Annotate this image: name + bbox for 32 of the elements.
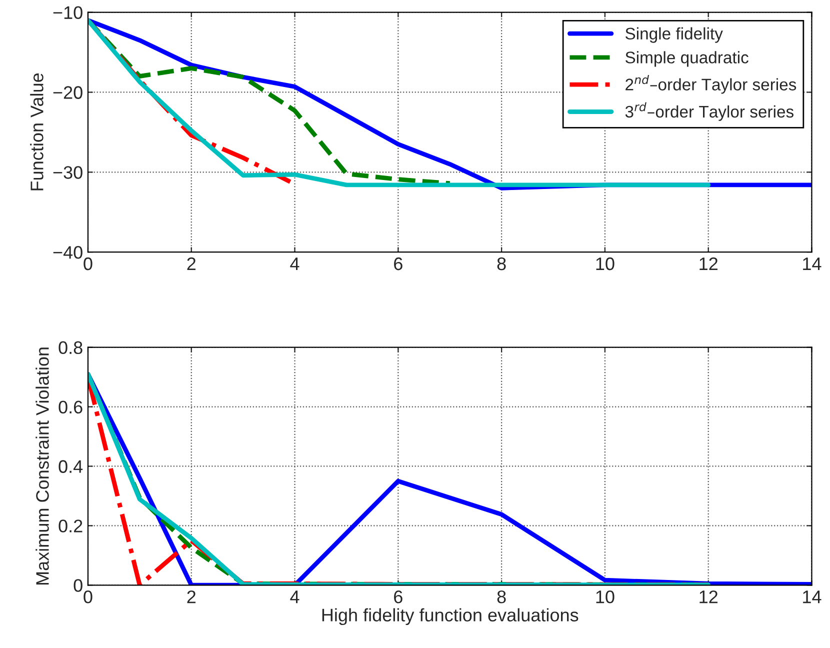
- y-tick-label: 0.8: [58, 341, 82, 354]
- x-tick-label: 10: [596, 590, 614, 604]
- x-tick-label: 4: [290, 590, 300, 604]
- x-tick-label: 12: [700, 257, 718, 270]
- y-tick-label: −10: [53, 6, 82, 20]
- legend-label: 3$^{rd}$–order Taylor series: [625, 102, 794, 121]
- x-tick-label: 14: [803, 590, 822, 604]
- legend-label: Single fidelity: [626, 27, 723, 43]
- x-axis-title: High fidelity function evaluations: [322, 608, 578, 626]
- y-tick-label: −40: [53, 246, 82, 259]
- x-tick-label: 10: [596, 257, 614, 270]
- x-tick-label: 0: [84, 257, 92, 270]
- y-tick-label: 0: [74, 579, 82, 592]
- y-tick-label: 0.2: [58, 520, 82, 532]
- y-axis-title: Maximum Constraint Violation: [36, 348, 49, 585]
- x-tick-label: 8: [497, 590, 506, 604]
- y-axis-title: Function Value: [30, 73, 44, 190]
- x-tick-label: 6: [394, 590, 402, 604]
- x-tick-label: 2: [187, 590, 196, 604]
- x-tick-label: 0: [84, 590, 92, 604]
- legend-label: 2$^{nd}$–order Taylor series: [626, 75, 796, 94]
- y-tick-label: 0.6: [58, 400, 82, 414]
- y-tick-label: −30: [53, 166, 82, 179]
- x-tick-label: 2: [187, 257, 196, 270]
- x-tick-label: 6: [394, 257, 402, 270]
- x-tick-label: 14: [803, 258, 822, 270]
- y-tick-label: 0.4: [58, 460, 83, 473]
- x-tick-label: 8: [497, 257, 506, 270]
- x-tick-label: 4: [290, 258, 300, 270]
- x-tick-label: 12: [700, 590, 718, 604]
- y-tick-label: −20: [53, 86, 82, 99]
- legend-label: Simple quadratic: [626, 51, 748, 67]
